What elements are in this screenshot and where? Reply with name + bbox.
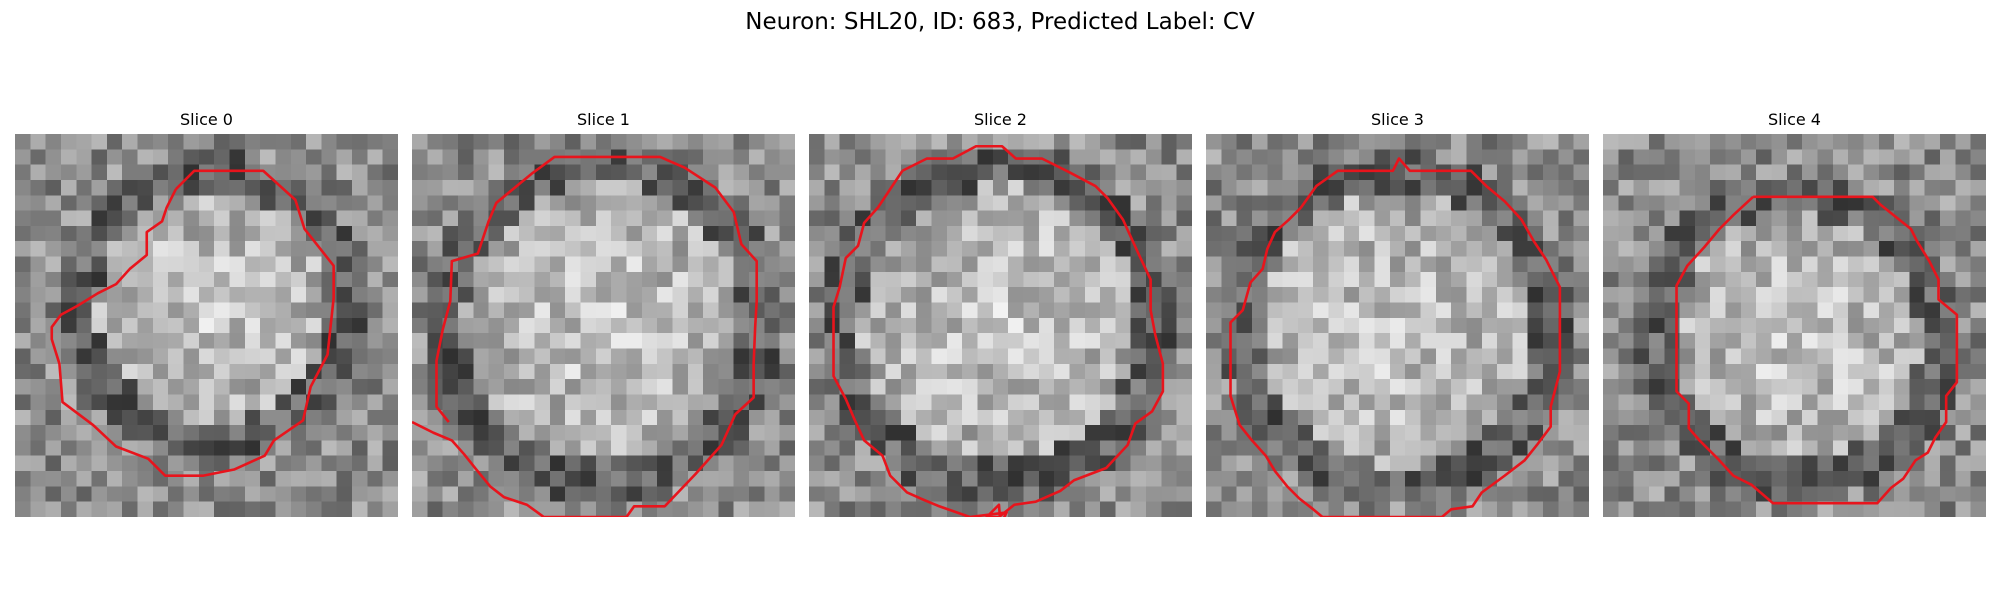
slice-image	[1206, 134, 1589, 517]
slice-title: Slice 2	[974, 110, 1027, 129]
segmentation-contour	[1229, 157, 1562, 517]
slice-title: Slice 1	[577, 110, 630, 129]
segmentation-contour	[412, 155, 759, 517]
segmentation-contour	[50, 169, 335, 477]
slice-title: Slice 4	[1768, 110, 1821, 129]
slice-title: Slice 0	[180, 110, 233, 129]
slice-image	[412, 134, 795, 517]
figure-title: Neuron: SHL20, ID: 683, Predicted Label:…	[745, 9, 1255, 35]
slice-image	[15, 134, 398, 517]
slice-title: Slice 3	[1371, 110, 1424, 129]
slice-image	[809, 134, 1192, 517]
segmentation-contour	[832, 144, 1165, 517]
segmentation-contour	[1675, 195, 1959, 505]
